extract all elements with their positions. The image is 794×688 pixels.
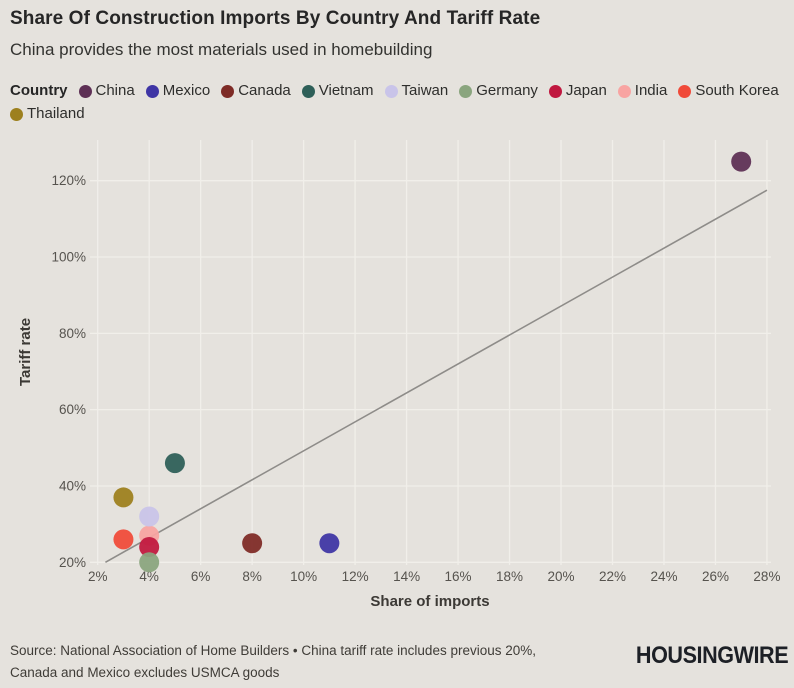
y-axis-title: Tariff rate bbox=[17, 318, 34, 386]
legend-item-india: India bbox=[617, 82, 668, 100]
point-vietnam[interactable] bbox=[164, 453, 185, 474]
axis-tick-labels: 2% 4% 6% 8% 10% 12% 14% 16% 18% 20% 22% 24% 26% 28% 20… bbox=[51, 173, 780, 584]
legend-item-japan: Japan bbox=[548, 82, 607, 100]
legend-item-label: Taiwan bbox=[401, 82, 449, 99]
legend-item-label: China bbox=[95, 82, 135, 99]
housingwire-logo: HOUSINGWIRE bbox=[635, 642, 789, 669]
y-tick-label: 80% bbox=[59, 326, 86, 341]
x-tick-label: 6% bbox=[191, 569, 211, 584]
y-tick-label: 120% bbox=[51, 173, 86, 188]
y-tick-label: 100% bbox=[51, 250, 86, 265]
legend-item-label: Vietnam bbox=[318, 82, 374, 99]
legend-dot-icon bbox=[78, 84, 92, 98]
x-axis-title: Share of imports bbox=[370, 593, 489, 610]
legend-item-label: India bbox=[634, 82, 668, 99]
legend-item-label: Canada bbox=[238, 82, 291, 99]
legend-item-label: Germany bbox=[476, 82, 538, 99]
point-germany[interactable] bbox=[139, 552, 160, 573]
point-thailand[interactable] bbox=[113, 487, 134, 508]
x-tick-label: 12% bbox=[342, 569, 369, 584]
legend-dot-icon bbox=[459, 84, 473, 98]
x-tick-label: 16% bbox=[445, 569, 472, 584]
x-tick-label: 22% bbox=[599, 569, 626, 584]
x-tick-label: 4% bbox=[139, 569, 159, 584]
legend-item-south-korea: South Korea bbox=[678, 82, 779, 100]
legend-dot-icon bbox=[221, 84, 235, 98]
y-tick-label: 60% bbox=[59, 402, 86, 417]
y-tick-label: 40% bbox=[59, 478, 86, 493]
point-china[interactable] bbox=[731, 151, 752, 172]
point-mexico[interactable] bbox=[319, 533, 340, 554]
legend: Country China Mexico Canada Vietnam Taiwan Ge… bbox=[10, 82, 788, 123]
point-taiwan[interactable] bbox=[139, 506, 160, 527]
legend-item-mexico: Mexico bbox=[145, 82, 211, 100]
legend-item-label: South Korea bbox=[695, 82, 779, 99]
point-south-korea[interactable] bbox=[113, 529, 134, 550]
legend-item-vietnam: Vietnam bbox=[301, 82, 374, 100]
page-title: Share Of Construction Imports By Country… bbox=[10, 8, 541, 29]
reference-line bbox=[105, 189, 768, 563]
x-tick-label: 24% bbox=[650, 569, 677, 584]
data-points bbox=[113, 151, 752, 573]
gridlines bbox=[90, 140, 771, 565]
source-note: Source: National Association of Home Bui… bbox=[10, 640, 610, 683]
point-japan[interactable] bbox=[139, 537, 160, 558]
x-tick-label: 8% bbox=[242, 569, 262, 584]
legend-dot-icon bbox=[384, 84, 398, 98]
legend-dot-icon bbox=[10, 107, 23, 121]
legend-item-label: Mexico bbox=[162, 82, 211, 99]
x-tick-label: 20% bbox=[548, 569, 575, 584]
source-line-1: Source: National Association of Home Bui… bbox=[10, 643, 536, 658]
legend-dot-icon bbox=[301, 84, 315, 98]
point-canada[interactable] bbox=[242, 533, 263, 554]
page-subtitle: China provides the most materials used i… bbox=[10, 40, 433, 59]
legend-item-canada: Canada bbox=[221, 82, 291, 100]
legend-item-china: China bbox=[78, 82, 135, 100]
legend-item-label: Japan bbox=[565, 82, 607, 99]
x-tick-label: 2% bbox=[88, 569, 108, 584]
legend-title: Country bbox=[10, 82, 68, 99]
x-tick-label: 10% bbox=[290, 569, 317, 584]
x-tick-label: 28% bbox=[753, 569, 780, 584]
y-tick-label: 20% bbox=[59, 555, 86, 570]
legend-dot-icon bbox=[548, 84, 562, 98]
x-tick-label: 14% bbox=[393, 569, 420, 584]
legend-item-taiwan: Taiwan bbox=[384, 82, 449, 100]
x-tick-label: 18% bbox=[496, 569, 523, 584]
source-line-2: Canada and Mexico excludes USMCA goods bbox=[10, 664, 280, 680]
x-tick-label: 26% bbox=[702, 569, 729, 584]
legend-dot-icon bbox=[678, 84, 692, 98]
legend-dot-icon bbox=[617, 84, 631, 98]
legend-dot-icon bbox=[145, 84, 159, 98]
legend-item-thailand: Thailand bbox=[10, 105, 85, 123]
legend-item-label: Thailand bbox=[27, 105, 85, 122]
legend-item-germany: Germany bbox=[459, 82, 538, 100]
